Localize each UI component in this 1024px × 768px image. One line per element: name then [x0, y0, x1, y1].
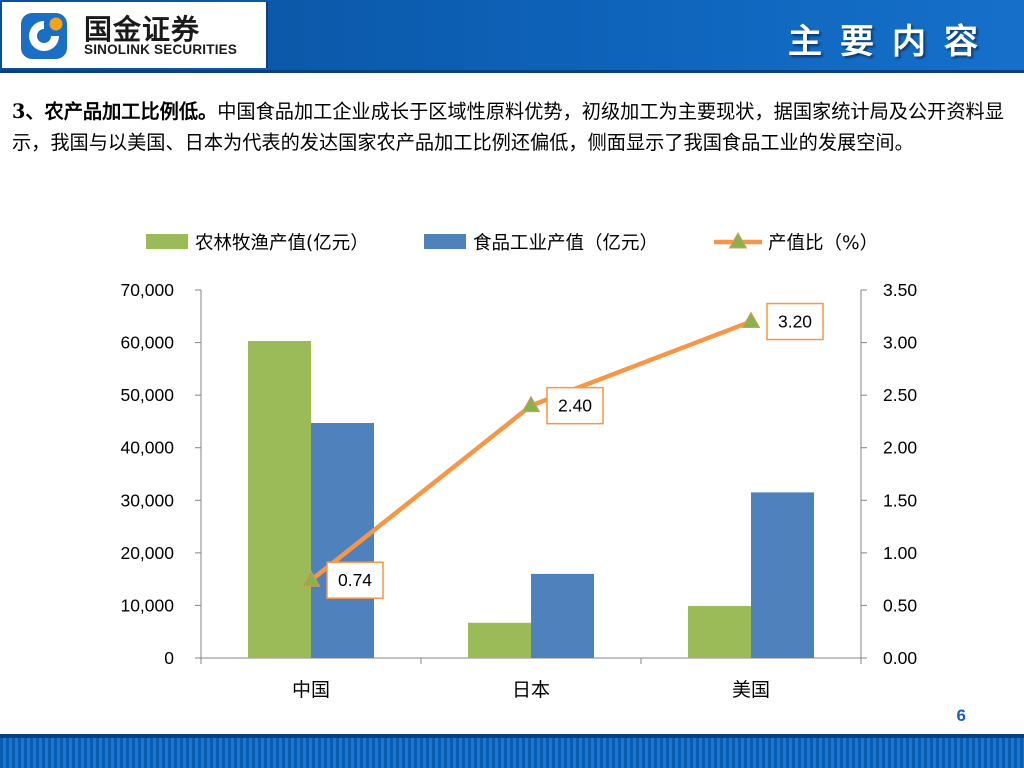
- x-category-label: 中国: [292, 679, 330, 701]
- footer-divider: [0, 734, 1024, 738]
- bar-food-industry: [751, 492, 814, 658]
- body-paragraph: 3、农产品加工比例低。中国食品加工企业成长于区域性原料优势，初级加工为主要现状，…: [12, 96, 1016, 158]
- slide-title: 主要内容: [788, 22, 996, 62]
- ratio-line: [308, 319, 754, 583]
- bar-food-industry: [531, 573, 594, 658]
- y-right-tick-label: 0.00: [883, 648, 917, 668]
- logo-english-name: SINOLINK SECURITIES: [84, 42, 238, 57]
- y-right-tick-label: 3.00: [883, 333, 917, 353]
- legend-swatch-ratio-marker: [728, 231, 748, 249]
- y-right-tick-label: 0.50: [883, 595, 917, 615]
- body-lead: 3、农产品加工比例低。: [12, 100, 218, 123]
- legend-label: 农林牧渔产值(亿元）: [195, 233, 369, 254]
- ratio-data-label: 3.20: [778, 312, 812, 332]
- ratio-data-label-box: [326, 561, 384, 599]
- bar-agriculture: [468, 622, 531, 658]
- x-category-label: 美国: [732, 679, 770, 701]
- y-right-tick-label: 3.50: [883, 280, 917, 300]
- company-logo: 国金证券 SINOLINK SECURITIES: [2, 2, 268, 68]
- y-left-tick-label: 20,000: [120, 543, 174, 563]
- x-category-label: 日本: [512, 679, 550, 701]
- y-right-tick-label: 1.50: [883, 490, 917, 510]
- y-right-tick-label: 2.00: [883, 438, 917, 458]
- y-left-tick-label: 10,000: [120, 595, 174, 615]
- y-left-tick-label: 0: [164, 648, 174, 668]
- sinolink-logo-icon: [21, 13, 67, 59]
- legend-label: 产值比（%）: [768, 233, 878, 254]
- ratio-data-label-box: [766, 302, 824, 341]
- logo-chinese-name: 国金证券: [84, 13, 201, 46]
- legend-swatch-agriculture: [146, 234, 188, 249]
- ratio-marker: [301, 570, 321, 587]
- y-left-tick-label: 40,000: [120, 438, 174, 458]
- y-left-tick-label: 60,000: [120, 333, 174, 353]
- ratio-marker: [521, 395, 541, 413]
- header-divider: [0, 70, 1024, 73]
- legend-swatch-food-industry: [424, 234, 466, 249]
- bar-agriculture: [248, 340, 311, 658]
- y-left-tick-label: 70,000: [120, 280, 174, 300]
- chart-container: 0 10,000 20,000 30,000 40,000 50,000 60,000 70,…: [0, 222, 1024, 712]
- bar-agriculture: [688, 605, 751, 658]
- y-right-tick-label: 2.50: [883, 385, 917, 405]
- y-left-tick-label: 30,000: [120, 490, 174, 510]
- ratio-data-label: 2.40: [558, 396, 592, 416]
- y-left-tick-label: 50,000: [120, 385, 174, 405]
- page-number: 6: [956, 706, 966, 725]
- combo-chart: 0 10,000 20,000 30,000 40,000 50,000 60,000 70,…: [120, 231, 917, 701]
- ratio-data-label: 0.74: [338, 570, 372, 590]
- ratio-data-label-box: [546, 386, 604, 425]
- footer-bar: [0, 738, 1024, 768]
- body-text: 中国食品加工企业成长于区域性原料优势，初级加工为主要现状，据国家统计局及公开资料…: [12, 100, 1004, 154]
- y-right-tick-label: 1.00: [883, 543, 917, 563]
- legend-label: 食品工业产值（亿元）: [473, 233, 658, 254]
- ratio-marker: [741, 311, 761, 329]
